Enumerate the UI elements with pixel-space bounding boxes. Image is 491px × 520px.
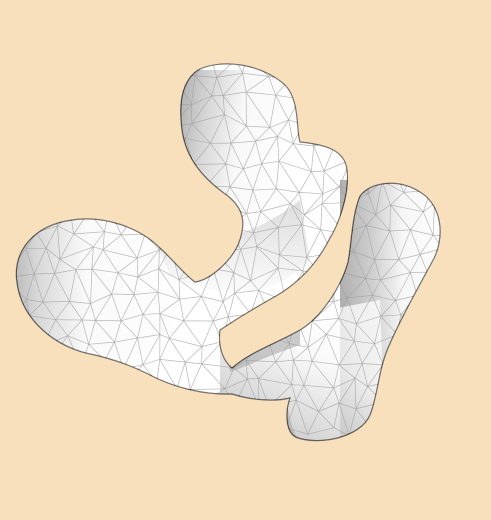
mesh-render — [0, 0, 491, 520]
render-viewport — [0, 0, 491, 520]
